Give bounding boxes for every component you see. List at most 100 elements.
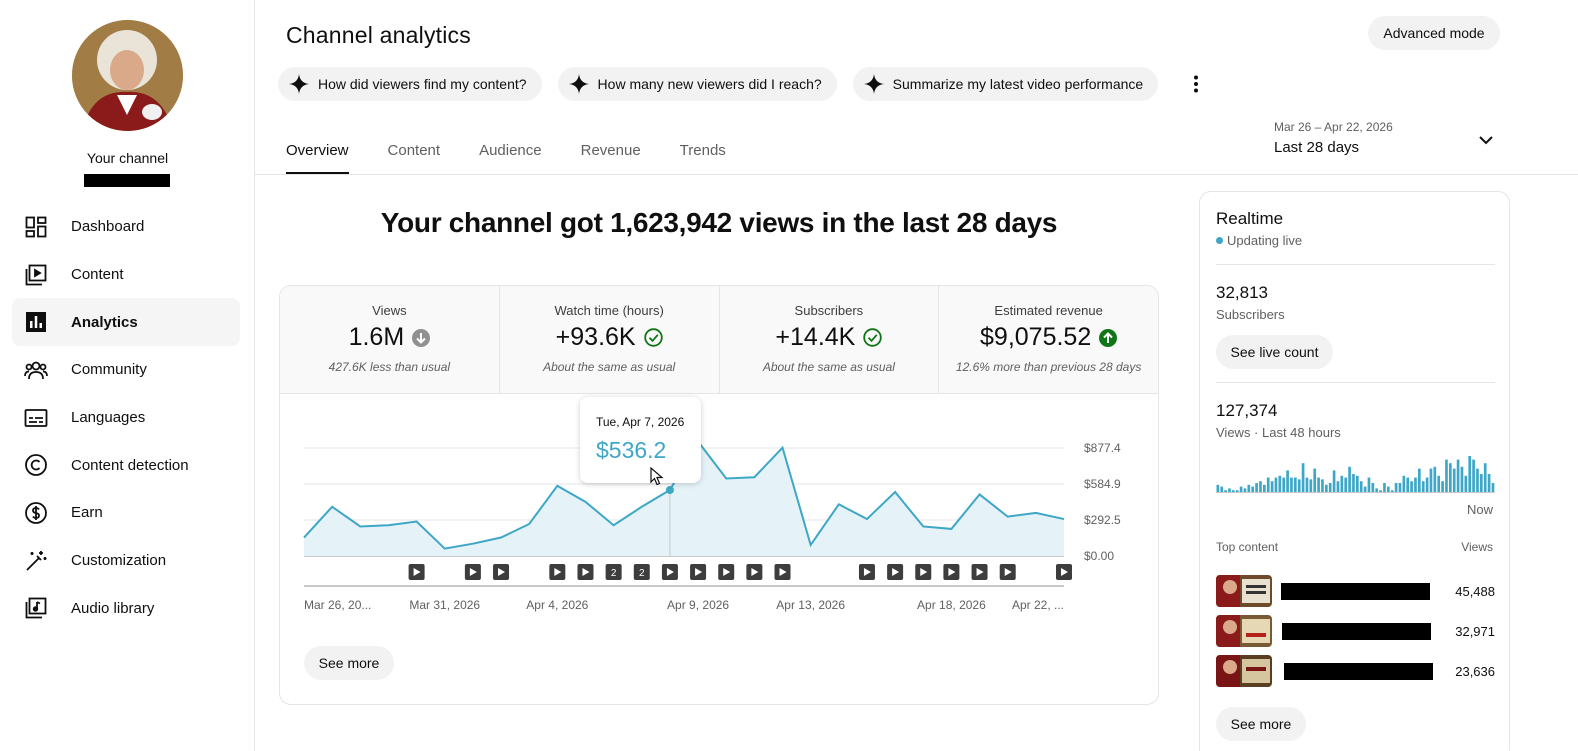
highlight-point <box>665 486 674 495</box>
tooltip-value: $536.2 <box>596 437 667 463</box>
tab-audience[interactable]: Audience <box>479 142 542 159</box>
date-range-picker[interactable]: Mar 26 – Apr 22, 2026 Last 28 days <box>1274 120 1393 156</box>
play-icon <box>779 568 787 576</box>
sidebar: Your channel Dashboard Content Analytics… <box>0 0 255 751</box>
divider <box>1216 382 1495 383</box>
overview-card: Views 1.6M 427.6K less than usual Watch … <box>279 285 1159 705</box>
metric-tiles: Views 1.6M 427.6K less than usual Watch … <box>280 286 1158 394</box>
advanced-mode-button[interactable]: Advanced mode <box>1368 16 1500 50</box>
sidebar-item-dashboard[interactable]: Dashboard <box>12 203 240 251</box>
realtime-bar <box>1232 490 1235 492</box>
realtime-bar <box>1379 490 1382 492</box>
tab-trends[interactable]: Trends <box>679 142 726 159</box>
see-more-button[interactable]: See more <box>304 646 394 680</box>
sidebar-item-earn[interactable]: Earn <box>12 489 240 537</box>
metric-value-row: +14.4K <box>720 323 939 352</box>
realtime-bar <box>1406 477 1410 492</box>
metric-value: 1.6M <box>348 323 405 351</box>
realtime-bar <box>1336 481 1340 492</box>
metric-watch-time[interactable]: Watch time (hours) +93.6K About the same… <box>499 286 720 394</box>
play-icon <box>863 568 871 576</box>
updating-live: Updating live <box>1216 233 1302 248</box>
realtime-bar <box>1247 484 1251 492</box>
realtime-bar <box>1332 470 1336 492</box>
chip-summarize-latest-video[interactable]: Summarize my latest video performance <box>852 67 1159 101</box>
x-tick-label: Apr 13, 2026 <box>776 598 845 612</box>
area-fill <box>304 441 1064 556</box>
metric-views[interactable]: Views 1.6M 427.6K less than usual <box>280 286 500 394</box>
play-icon <box>976 568 984 576</box>
top-content-row[interactable]: 32,971 <box>1216 615 1495 647</box>
see-live-count-button[interactable]: See live count <box>1216 335 1333 369</box>
realtime-bar <box>1344 477 1348 492</box>
realtime-bar <box>1297 479 1301 492</box>
metric-label: Watch time (hours) <box>554 303 664 318</box>
realtime-bar <box>1383 483 1386 492</box>
sidebar-item-audio-library[interactable]: Audio library <box>12 585 240 633</box>
revenue-chart[interactable]: $877.4 $584.9 $292.5 $0.00 2 2 Mar 26, 20... Ma… <box>280 394 1159 705</box>
sidebar-item-customization[interactable]: Customization <box>12 537 240 585</box>
realtime-bar <box>1414 477 1417 492</box>
play-icon <box>892 568 900 576</box>
earn-icon <box>24 501 48 525</box>
video-views: 45,488 <box>1455 583 1495 599</box>
y-tick-label: $0.00 <box>1084 549 1114 563</box>
customization-icon <box>24 549 48 573</box>
sidebar-item-label: Content <box>71 266 124 284</box>
realtime-views-label: Views · Last 48 hours <box>1216 425 1341 440</box>
sidebar-item-content[interactable]: Content <box>12 251 240 299</box>
play-icon <box>920 568 928 576</box>
sidebar-item-label: Customization <box>71 552 167 570</box>
realtime-bar <box>1476 468 1479 492</box>
realtime-bar <box>1290 477 1293 492</box>
realtime-bar <box>1239 486 1243 492</box>
play-icon <box>695 568 703 576</box>
realtime-bar <box>1410 481 1413 492</box>
sidebar-item-community[interactable]: Community <box>12 346 240 394</box>
chip-label: How did viewers find my content? <box>318 76 527 92</box>
live-dot-icon <box>1216 237 1223 244</box>
play-icon <box>469 568 477 576</box>
sidebar-item-label: Audio library <box>71 599 155 617</box>
realtime-bar <box>1483 463 1487 492</box>
realtime-bar <box>1305 477 1309 492</box>
metric-label: Estimated revenue <box>994 303 1103 318</box>
sidebar-nav: Dashboard Content Analytics Community La… <box>12 203 240 632</box>
realtime-bar <box>1441 481 1444 492</box>
realtime-views-bar-chart[interactable] <box>1216 454 1495 494</box>
metric-note: 12.6% more than previous 28 days <box>955 360 1142 374</box>
realtime-see-more-button[interactable]: See more <box>1216 707 1306 741</box>
sidebar-item-analytics[interactable]: Analytics <box>12 298 240 347</box>
metric-subscribers[interactable]: Subscribers +14.4K About the same as usu… <box>719 286 940 394</box>
sidebar-item-label: Community <box>71 361 147 379</box>
more-options-icon[interactable] <box>1184 67 1208 101</box>
page-title: Channel analytics <box>286 22 471 48</box>
chevron-down-icon[interactable] <box>1476 130 1496 150</box>
arrow-up-circle-icon <box>1099 328 1118 347</box>
realtime-bar <box>1243 488 1247 492</box>
metric-revenue[interactable]: Estimated revenue $9,075.52 12.6% more t… <box>939 286 1158 394</box>
tab-revenue[interactable]: Revenue <box>580 142 641 159</box>
x-tick-label: Apr 22, ... <box>1012 598 1064 612</box>
sidebar-item-label: Analytics <box>71 313 138 331</box>
realtime-bar <box>1286 470 1289 492</box>
realtime-bar <box>1421 481 1425 492</box>
sidebar-item-content-detection[interactable]: Content detection <box>12 441 240 489</box>
metric-note: About the same as usual <box>762 360 895 374</box>
x-tick-label: Mar 31, 2026 <box>409 598 480 612</box>
video-title-redacted <box>1284 663 1433 680</box>
chip-viewers-find-content[interactable]: How did viewers find my content? <box>278 67 542 101</box>
video-marker <box>633 564 650 580</box>
sidebar-item-languages[interactable]: Languages <box>12 394 240 442</box>
chip-new-viewers[interactable]: How many new viewers did I reach? <box>557 67 837 101</box>
channel-avatar[interactable] <box>72 20 183 131</box>
analytics-icon <box>24 310 48 334</box>
divider <box>1216 264 1495 265</box>
top-content-row[interactable]: 23,636 <box>1216 655 1495 687</box>
tab-content[interactable]: Content <box>387 142 441 159</box>
metric-value-row: 1.6M <box>280 323 499 352</box>
tab-overview[interactable]: Overview <box>286 128 349 174</box>
realtime-bar <box>1394 483 1398 492</box>
top-content-row[interactable]: 45,488 <box>1216 575 1495 607</box>
video-thumbnail <box>1216 575 1272 607</box>
